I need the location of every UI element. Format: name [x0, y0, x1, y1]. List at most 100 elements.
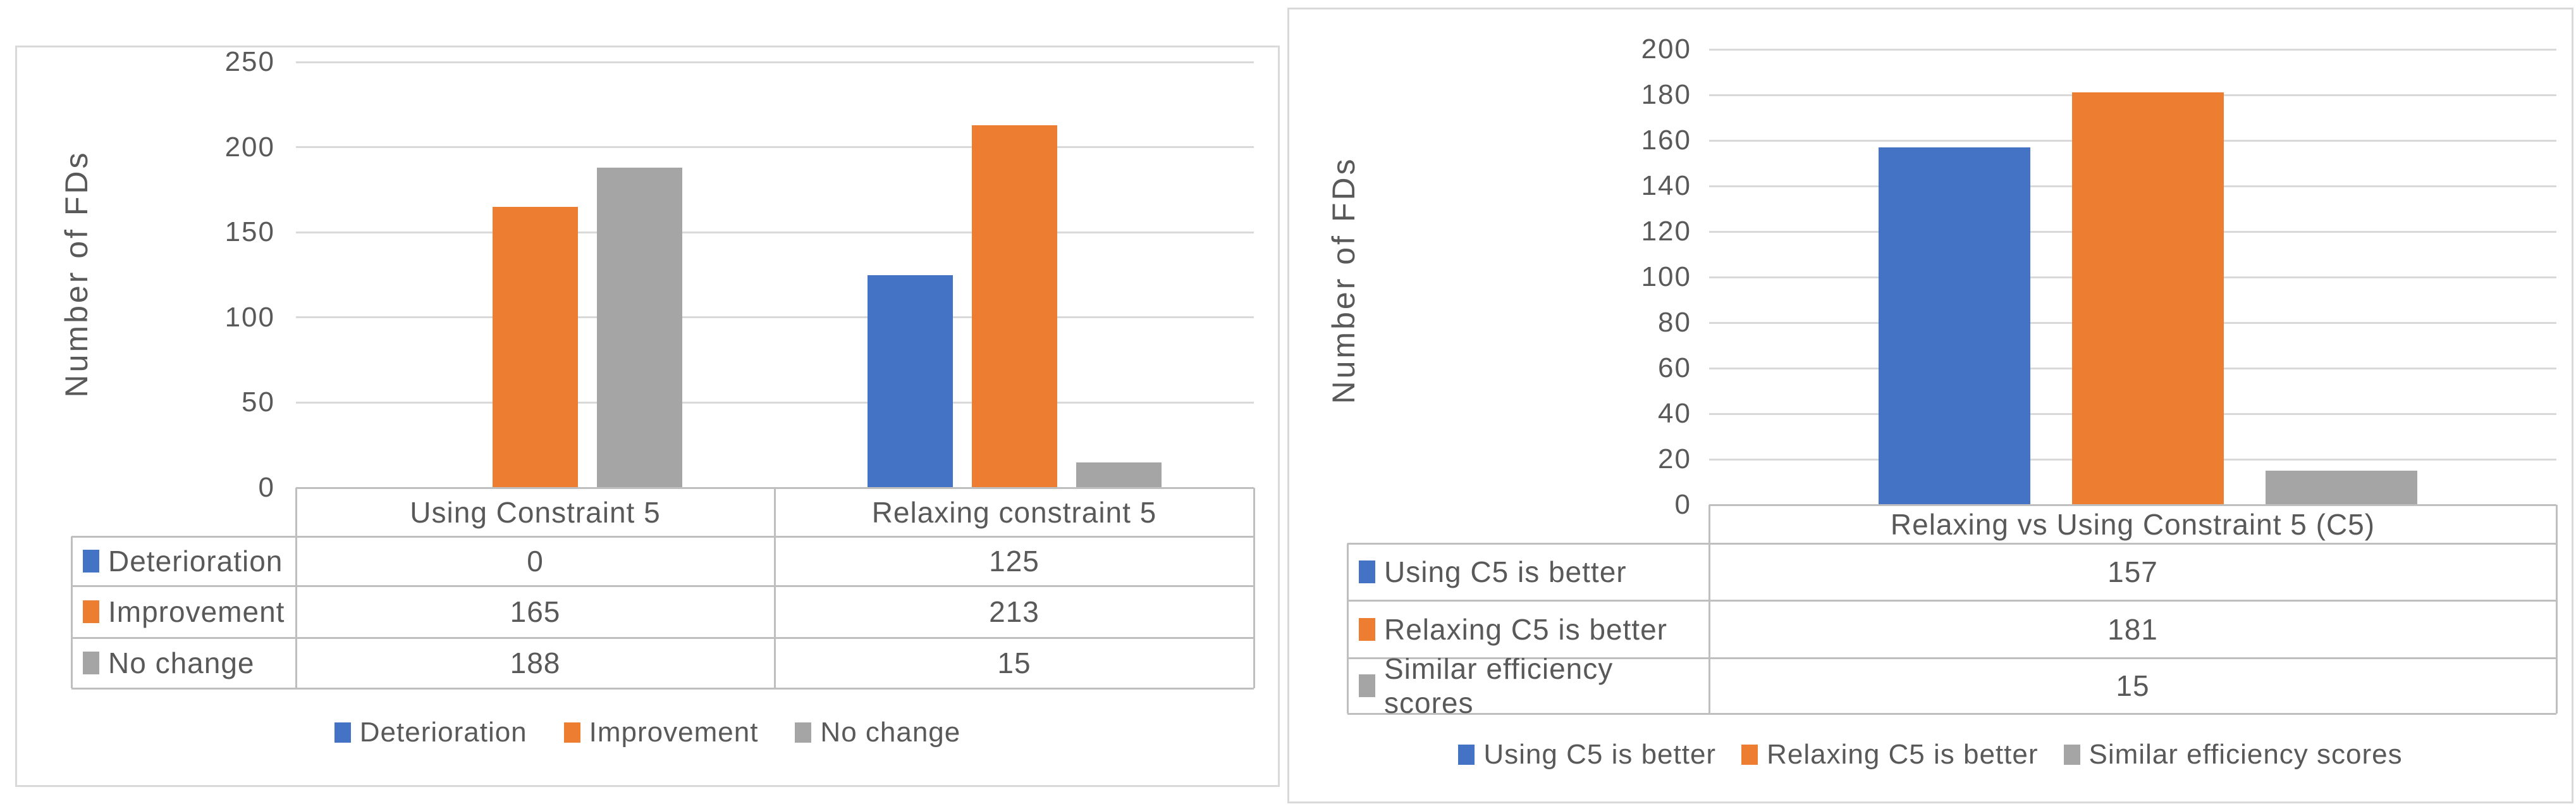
legend-swatch-icon: [2063, 745, 2080, 765]
legend-item: Using C5 is better: [1458, 739, 1716, 771]
table-border: [1347, 712, 2556, 715]
bar-no-change: [1076, 462, 1162, 488]
legend-swatch-icon: [1741, 745, 1758, 765]
table-category-header: Relaxing vs Using Constraint 5 (C5): [1890, 507, 2376, 541]
gridline: [1709, 48, 2556, 51]
y-tick-label: 160: [1641, 125, 1691, 156]
legend-swatch-icon: [334, 722, 351, 743]
table-category-header: Using Constraint 5: [410, 495, 661, 529]
table-border: [1709, 504, 2556, 506]
y-tick-label: 100: [1641, 261, 1691, 292]
table-series-label: No change: [83, 638, 293, 688]
y-tick-label: 120: [1641, 216, 1691, 247]
table-border: [1253, 488, 1255, 688]
table-series-label: Relaxing C5 is better: [1359, 600, 1707, 658]
right-chart-panel: Number of FDs 200 180 160 140 120 100 80 60 40 20…: [1287, 8, 2573, 803]
legend-swatch-icon: [795, 722, 812, 743]
table-value: 157: [2107, 555, 2158, 588]
legend-item: Deterioration: [334, 717, 527, 748]
gridline: [296, 401, 1254, 404]
y-tick-label: 20: [1658, 443, 1691, 474]
bar-relaxing-c5-is-better: [2072, 92, 2224, 505]
legend: Deterioration Improvement No change: [17, 714, 1278, 752]
y-tick-label: 80: [1658, 307, 1691, 338]
series-swatch-icon: [83, 550, 99, 573]
y-tick-label: 0: [1674, 489, 1691, 520]
table-border: [1347, 599, 2556, 602]
y-tick-label: 0: [258, 472, 275, 503]
bar-using-c5-is-better: [1879, 147, 2030, 505]
series-name: Deterioration: [108, 545, 283, 578]
legend-label: Similar efficiency scores: [2088, 739, 2403, 770]
legend-label: Relaxing C5 is better: [1767, 739, 2039, 770]
left-chart-panel: Number of FDs 250 200 150 100 50 0 Using Const…: [15, 46, 1280, 787]
table-value: 15: [997, 647, 1031, 679]
bar-no-change: [597, 167, 682, 488]
table-value: 0: [527, 545, 544, 578]
chart-canvas: 250 200 150 100 50 0 Using Constraint 5 Relaxin…: [17, 46, 1278, 785]
table-border: [71, 585, 1254, 587]
series-swatch-icon: [1359, 617, 1375, 641]
series-swatch-icon: [83, 600, 99, 623]
table-border: [1708, 505, 1710, 714]
legend-item: Improvement: [563, 717, 759, 748]
gridline: [296, 146, 1254, 149]
y-tick-label: 150: [224, 216, 275, 248]
y-tick-label: 60: [1658, 352, 1691, 383]
chart-canvas: 200 180 160 140 120 100 80 60 40 20 0 Relaxing vs U…: [1289, 9, 2572, 802]
table-border: [71, 636, 1254, 639]
y-tick-label: 40: [1658, 398, 1691, 429]
table-border: [1347, 542, 2556, 545]
legend-swatch-icon: [563, 722, 580, 743]
y-tick-label: 50: [242, 387, 275, 418]
table-border: [2555, 505, 2558, 714]
bar-improvement: [971, 125, 1057, 488]
table-series-label: Using C5 is better: [1359, 543, 1707, 600]
legend-item: Similar efficiency scores: [2063, 739, 2403, 771]
bar-similar-efficiency-scores: [2266, 471, 2417, 505]
legend-label: Using C5 is better: [1483, 739, 1717, 770]
y-tick-label: 250: [224, 46, 275, 77]
legend-label: No change: [820, 717, 961, 748]
series-name: Similar efficiency scores: [1384, 658, 1614, 714]
series-name: Using C5 is better: [1384, 555, 1627, 588]
y-tick-label: 200: [224, 131, 275, 163]
gridline: [296, 316, 1254, 319]
legend-label: Improvement: [589, 717, 759, 748]
bar-deterioration: [867, 275, 953, 488]
table-value: 213: [989, 595, 1040, 628]
table-value: 125: [989, 545, 1040, 578]
table-border: [71, 535, 1254, 538]
series-swatch-icon: [83, 652, 99, 674]
table-series-label: Similar efficiency scores: [1359, 658, 1707, 714]
table-series-label: Deterioration: [83, 536, 293, 586]
legend-label: Deterioration: [359, 717, 527, 748]
bar-improvement: [493, 206, 578, 488]
table-value: 188: [510, 647, 561, 679]
y-tick-label: 140: [1641, 170, 1691, 201]
table-border: [1347, 657, 2556, 659]
series-swatch-icon: [1359, 560, 1375, 583]
table-border: [70, 536, 73, 688]
table-series-label: Improvement: [83, 586, 293, 638]
series-swatch-icon: [1359, 674, 1375, 697]
legend-swatch-icon: [1458, 745, 1475, 765]
table-border: [296, 486, 1254, 489]
legend-item: No change: [795, 717, 960, 748]
y-tick-label: 100: [224, 301, 275, 333]
series-name: Improvement: [108, 595, 285, 628]
gridline: [296, 231, 1254, 233]
table-category-header: Relaxing constraint 5: [871, 495, 1157, 529]
series-name: Relaxing C5 is better: [1384, 612, 1667, 646]
legend-item: Relaxing C5 is better: [1741, 739, 2038, 771]
table-value: 15: [2116, 669, 2150, 702]
legend: Using C5 is better Relaxing C5 is better S…: [1289, 736, 2572, 774]
table-border: [295, 488, 297, 688]
table-border: [1346, 543, 1349, 714]
y-tick-label: 200: [1641, 34, 1691, 65]
series-name: No change: [108, 647, 255, 679]
table-value: 181: [2107, 612, 2158, 646]
table-border: [773, 488, 776, 688]
table-value: 165: [510, 595, 561, 628]
